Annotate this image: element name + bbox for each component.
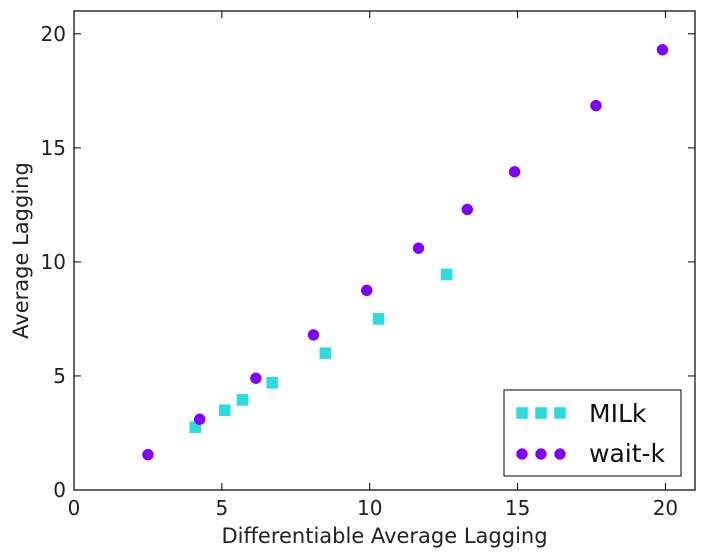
y-tick-label: 15 [41, 136, 66, 160]
x-tick-label: 20 [653, 496, 678, 520]
x-tick-label: 15 [505, 496, 530, 520]
plot-layer: 0 5 10 15 20 0 5 10 15 20 Differentiable Average L… [9, 10, 696, 548]
y-tick-label: 5 [53, 364, 66, 388]
legend-label: wait-k [589, 439, 666, 468]
data-point-wait-k [250, 372, 262, 384]
legend-box [503, 389, 682, 477]
x-axis-title: Differentiable Average Lagging [221, 524, 547, 548]
data-point-wait-k [193, 413, 206, 426]
legend-label: MILk [589, 399, 647, 428]
data-point-milk [372, 313, 385, 325]
x-tick-label: 0 [68, 496, 81, 520]
legend-marker [554, 448, 566, 460]
data-point-milk [319, 347, 332, 359]
legend: MILk wait-k [503, 389, 682, 477]
data-point-wait-k [412, 242, 425, 254]
data-point-milk [236, 394, 249, 406]
y-tick-label: 0 [53, 478, 66, 502]
data-point-milk [266, 377, 278, 389]
x-tick-label: 10 [357, 496, 382, 520]
x-tick-label: 5 [215, 496, 228, 520]
y-tick-label: 10 [41, 250, 66, 274]
data-point-wait-k [461, 203, 474, 216]
data-point-wait-k [307, 329, 320, 341]
data-point-wait-k [361, 284, 373, 297]
legend-marker [535, 407, 547, 419]
plot-frame [73, 10, 696, 491]
legend-marker [516, 407, 528, 419]
data-point-wait-k [508, 166, 521, 178]
data-point-wait-k [656, 44, 669, 56]
data-point-milk [219, 404, 231, 416]
legend-marker [535, 448, 547, 460]
y-axis-title: Average Lagging [9, 162, 33, 339]
data-point-wait-k [590, 99, 602, 112]
data-point-wait-k [142, 448, 154, 461]
data-point-milk [440, 268, 453, 281]
y-tick-label: 20 [41, 22, 66, 46]
legend-marker [516, 448, 528, 460]
legend-marker [554, 407, 566, 419]
